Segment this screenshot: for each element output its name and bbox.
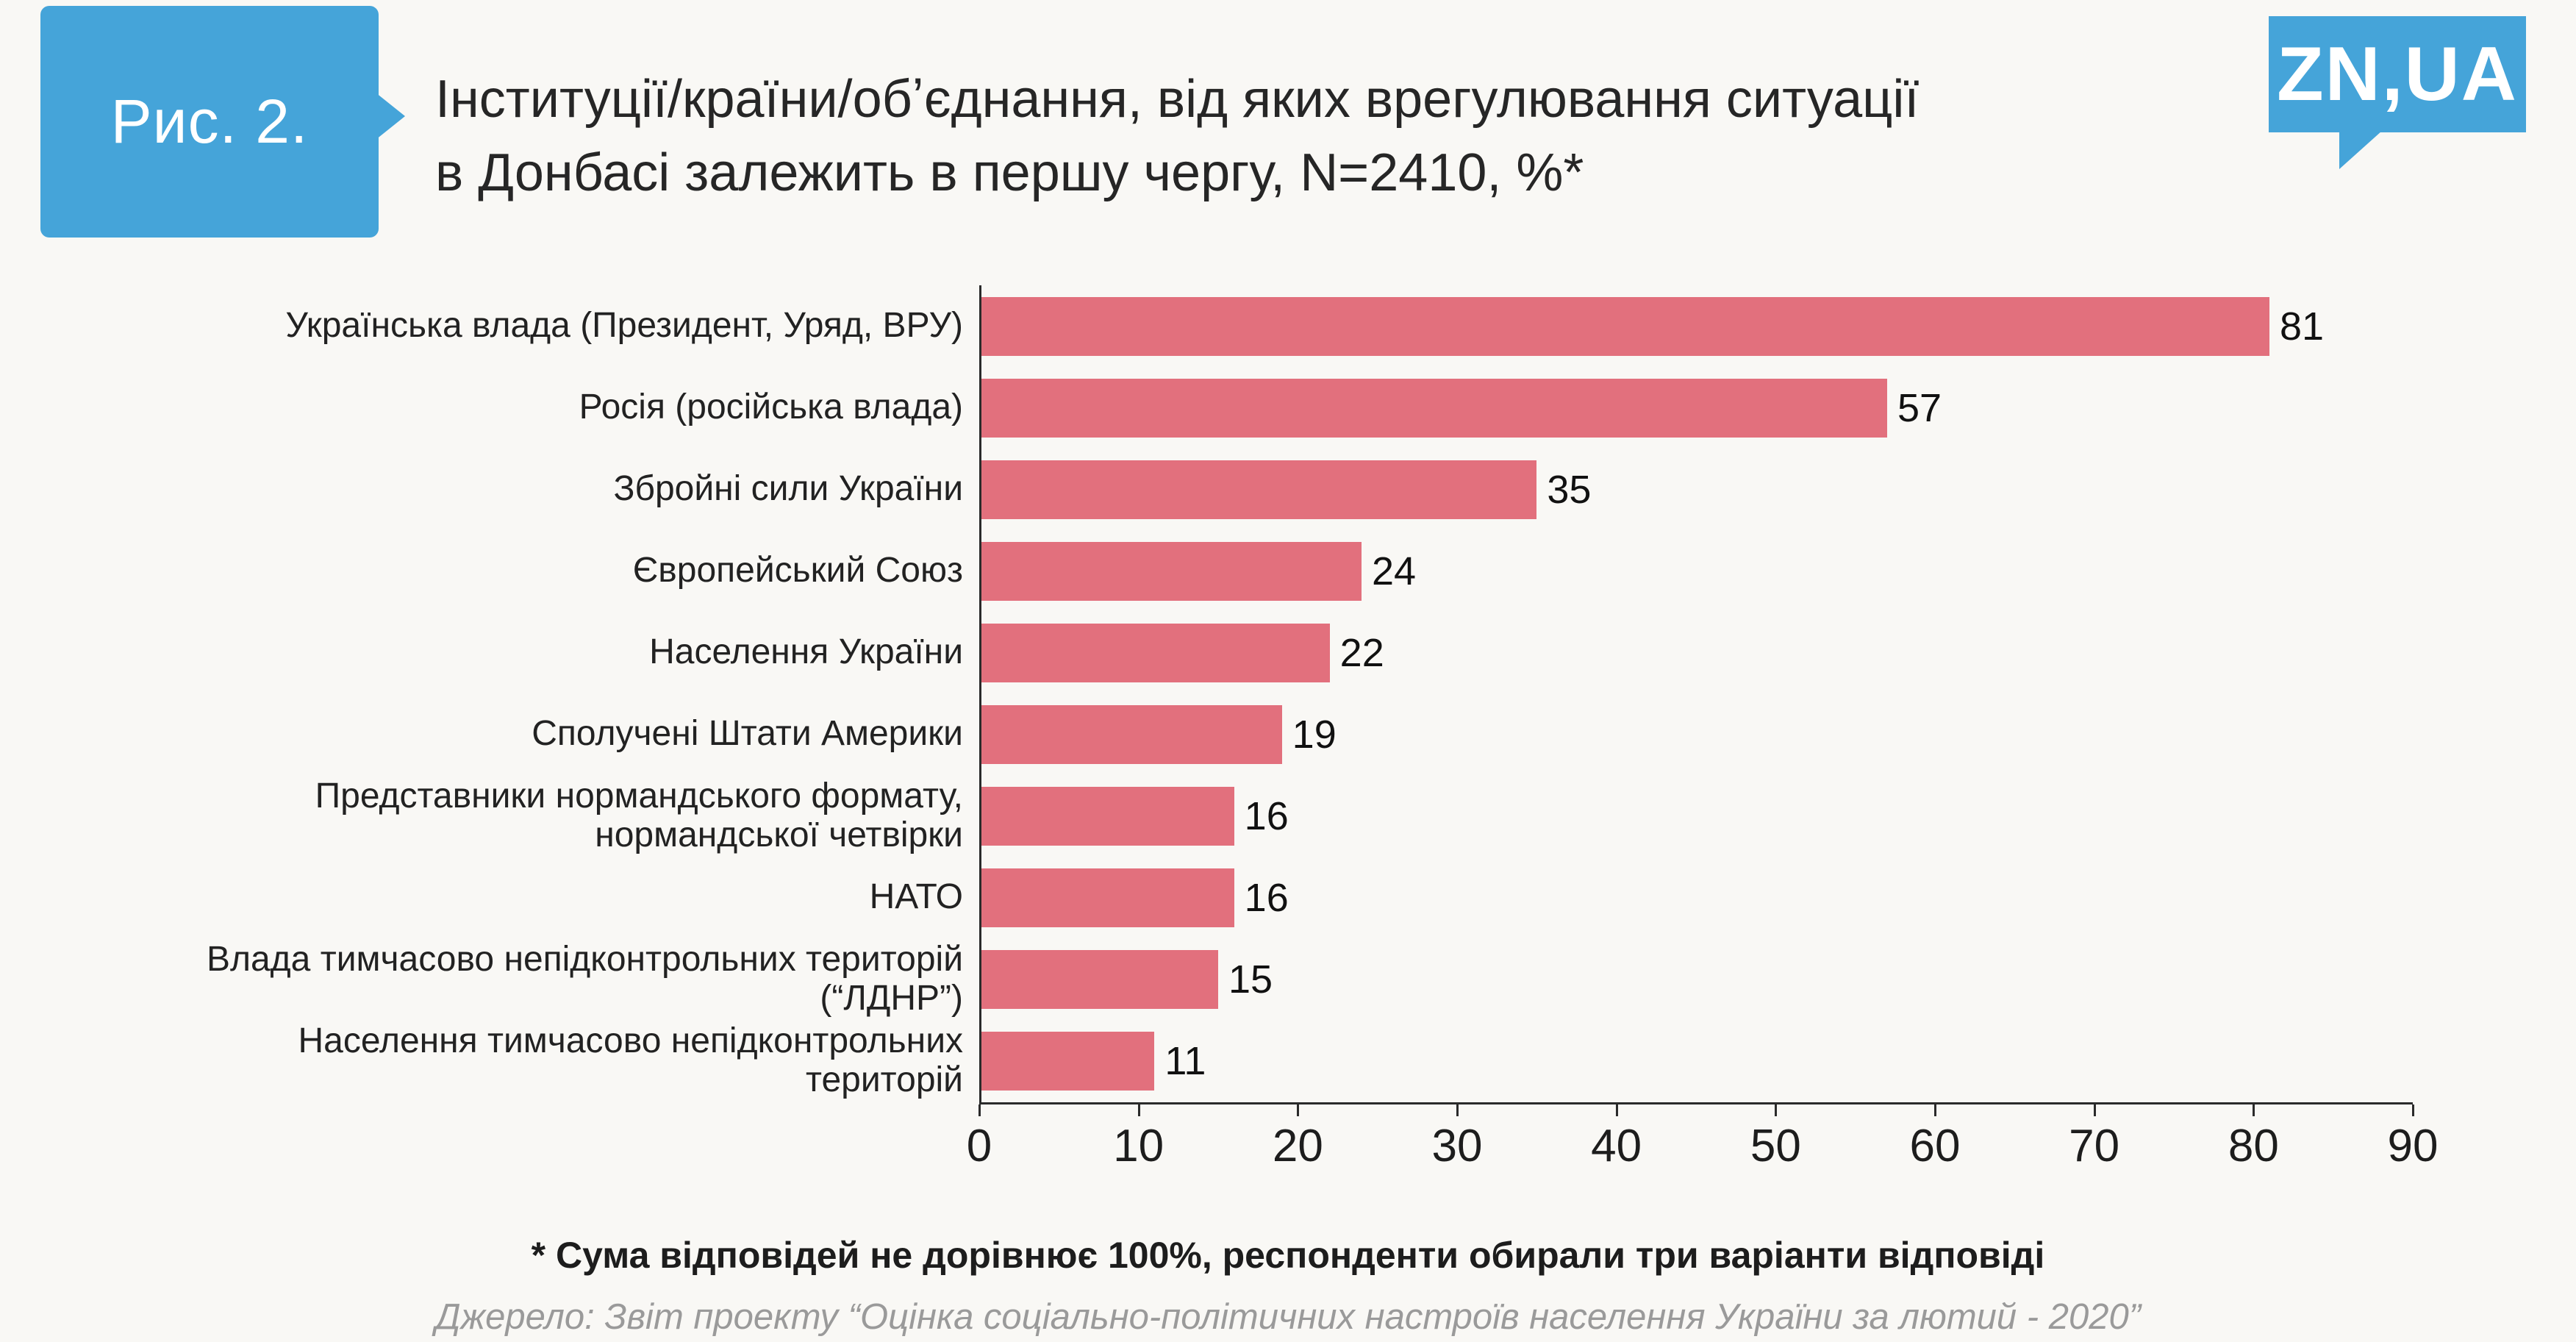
x-tick-label: 40 xyxy=(1591,1121,1642,1171)
bar xyxy=(979,704,1282,764)
chart-row: Європейський Союз 24 xyxy=(44,530,2413,612)
bar-value: 19 xyxy=(1292,712,1337,757)
chart-row: Влада тимчасово непідконтрольних територ… xyxy=(44,938,2413,1020)
bar xyxy=(979,1031,1155,1091)
x-tick-label: 50 xyxy=(1750,1121,1801,1171)
y-axis-line xyxy=(979,285,981,1104)
bar-value: 35 xyxy=(1547,467,1592,512)
bar-value: 57 xyxy=(1897,385,1942,430)
category-label: Влада тимчасово непідконтрольних територ… xyxy=(206,939,963,1018)
x-tick-label: 0 xyxy=(966,1121,992,1171)
bar-track: 15 xyxy=(979,949,2413,1009)
figure-label: Рис. 2. xyxy=(110,87,309,156)
x-tick xyxy=(978,1104,981,1116)
category-label: Європейський Союз xyxy=(632,551,963,590)
bar-value: 11 xyxy=(1164,1038,1206,1083)
x-tick xyxy=(1615,1104,1618,1116)
x-tick xyxy=(1297,1104,1300,1116)
x-tick xyxy=(1775,1104,1778,1116)
category-label: Представники нормандського формату, норм… xyxy=(315,776,963,854)
category-label: НАТО xyxy=(869,877,963,917)
bar xyxy=(979,949,1218,1009)
bar xyxy=(979,868,1234,927)
bar-value: 16 xyxy=(1244,875,1289,920)
chart-row: Сполучені Штати Америки 19 xyxy=(44,693,2413,775)
x-tick-label: 60 xyxy=(1909,1121,1961,1171)
category-label: Збройні сили України xyxy=(613,469,963,509)
bar xyxy=(979,786,1234,846)
x-tick xyxy=(2253,1104,2255,1116)
figure-label-tag: Рис. 2. xyxy=(40,6,405,238)
bar xyxy=(979,296,2269,356)
bar-value: 81 xyxy=(2280,304,2325,349)
x-tick-label: 80 xyxy=(2228,1121,2279,1171)
x-tick xyxy=(1933,1104,1936,1116)
znua-logo: ZN,UA xyxy=(2269,16,2526,169)
x-tick xyxy=(2412,1104,2414,1116)
x-tick-label: 90 xyxy=(2387,1121,2439,1171)
chart-row: Населення тимчасово непідконтрольних тер… xyxy=(44,1020,2413,1102)
bar-track: 35 xyxy=(979,460,2413,519)
znua-logo-text: ZN,UA xyxy=(2277,31,2518,117)
x-axis: 0 10 20 30 40 50 60 70 80 90 xyxy=(967,1102,2438,1176)
x-tick-label: 70 xyxy=(2069,1121,2120,1171)
bar-track: 16 xyxy=(979,868,2413,927)
category-label: Росія (російська влада) xyxy=(579,388,963,427)
chart-row: Представники нормандського формату, норм… xyxy=(44,775,2413,857)
footnote: * Сума відповідей не дорівнює 100%, респ… xyxy=(531,1235,2045,1276)
bar-track: 22 xyxy=(979,623,2413,682)
x-tick xyxy=(1456,1104,1459,1116)
source-note: Джерело: Звіт проекту “Оцінка соціально-… xyxy=(434,1297,2142,1337)
category-label: Населення тимчасово непідконтрольних тер… xyxy=(298,1021,964,1099)
category-label: Українська влада (Президент, Уряд, ВРУ) xyxy=(285,306,963,346)
bar-track: 11 xyxy=(979,1031,2413,1091)
bar-value: 24 xyxy=(1372,549,1417,593)
chart-row: Росія (російська влада) 57 xyxy=(44,367,2413,449)
x-tick xyxy=(1137,1104,1140,1116)
bar xyxy=(979,378,1887,438)
bar-track: 57 xyxy=(979,378,2413,438)
bar xyxy=(979,460,1537,519)
bar-chart: Українська влада (Президент, Уряд, ВРУ) 8… xyxy=(44,285,2413,1102)
category-label: Сполучені Штати Америки xyxy=(532,714,963,754)
bar-track: 24 xyxy=(979,541,2413,601)
bar xyxy=(979,623,1330,682)
x-tick xyxy=(2093,1104,2096,1116)
chart-row: Населення України 22 xyxy=(44,612,2413,693)
category-label: Населення України xyxy=(649,632,963,672)
bar-value: 22 xyxy=(1339,630,1384,675)
bar-track: 16 xyxy=(979,786,2413,846)
x-tick-label: 20 xyxy=(1272,1121,1323,1171)
bar-track: 19 xyxy=(979,704,2413,764)
chart-row: Збройні сили України 35 xyxy=(44,449,2413,530)
bar-value: 16 xyxy=(1244,793,1289,838)
x-tick-label: 30 xyxy=(1431,1121,1483,1171)
bar xyxy=(979,541,1362,601)
x-tick-label: 10 xyxy=(1113,1121,1164,1171)
chart-row: Українська влада (Президент, Уряд, ВРУ) 8… xyxy=(44,285,2413,367)
bar-value: 15 xyxy=(1228,957,1273,1002)
bar-track: 81 xyxy=(979,296,2413,356)
chart-title: Інституції/країни/обʼєднання, від яких в… xyxy=(435,70,1920,202)
x-axis-line xyxy=(979,1102,2413,1104)
chart-row: НАТО 16 xyxy=(44,857,2413,938)
